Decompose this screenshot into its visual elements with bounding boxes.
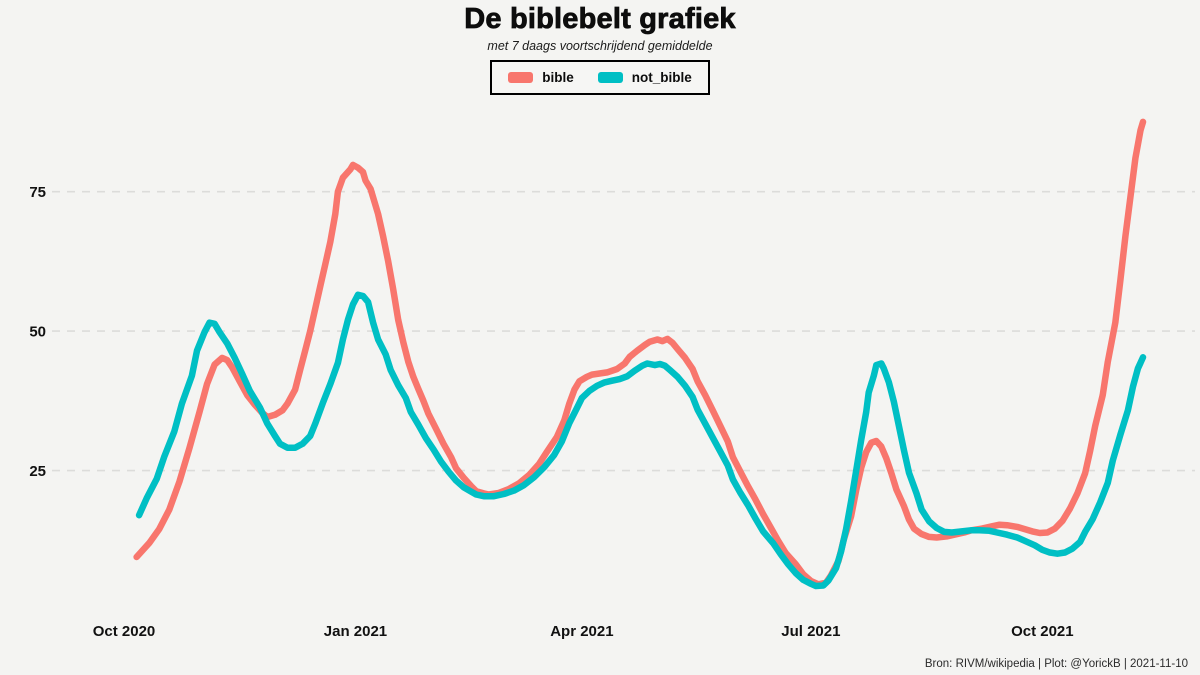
- x-axis-tick-oct-2021: Oct 2021: [1011, 623, 1074, 640]
- series-line-not_bible: [135, 291, 1147, 590]
- x-axis-tick-oct-2020: Oct 2020: [93, 623, 156, 640]
- x-axis-tick-jan-2021: Jan 2021: [324, 623, 387, 640]
- source-credit: Bron: RIVM/wikipedia | Plot: @YorickB | …: [924, 658, 1188, 670]
- x-axis-tick-jul-2021: Jul 2021: [781, 623, 840, 640]
- x-axis-tick-apr-2021: Apr 2021: [550, 623, 613, 640]
- y-axis-tick-25: 25: [29, 463, 46, 480]
- y-axis-tick-75: 75: [29, 184, 46, 201]
- y-axis-tick-50: 50: [29, 324, 46, 341]
